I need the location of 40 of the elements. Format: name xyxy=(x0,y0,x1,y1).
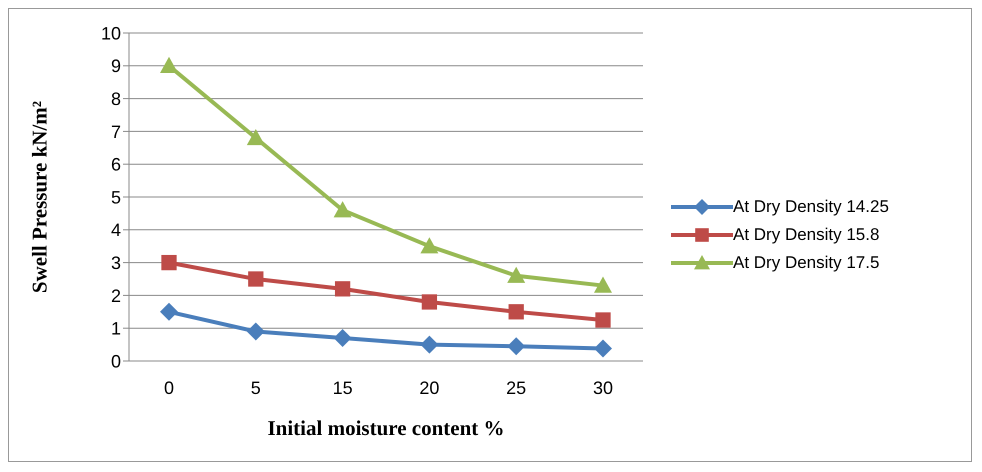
y-tick-label: 5 xyxy=(110,187,121,208)
x-tick-label: 25 xyxy=(506,378,526,398)
y-tick-label: 0 xyxy=(110,351,121,372)
y-tick-label: 1 xyxy=(110,318,121,339)
y-tick-label: 10 xyxy=(100,23,121,44)
point xyxy=(422,294,438,310)
legend-label: At Dry Density 17.5 xyxy=(733,253,880,273)
y-tick-label: 4 xyxy=(110,220,121,240)
y-tick-label: 2 xyxy=(110,286,121,306)
point xyxy=(594,276,612,293)
point xyxy=(420,237,438,254)
legend-label: At Dry Density 14.25 xyxy=(733,197,889,217)
point xyxy=(161,254,177,270)
y-tick-label: 7 xyxy=(110,122,121,142)
point xyxy=(507,266,526,283)
point xyxy=(508,304,524,320)
y-tick-label: 6 xyxy=(110,154,121,175)
x-tick-label: 5 xyxy=(250,378,261,398)
point xyxy=(160,56,178,73)
point xyxy=(595,312,611,328)
point xyxy=(334,329,352,348)
x-axis-title: Initial moisture content % xyxy=(267,416,505,440)
point xyxy=(334,281,350,296)
point xyxy=(420,336,438,354)
x-tick-label: 30 xyxy=(592,378,614,398)
y-tick-label: 8 xyxy=(110,88,121,109)
point xyxy=(507,337,526,356)
x-tick-label: 0 xyxy=(164,378,174,398)
legend-label: At Dry Density 15.8 xyxy=(733,225,880,245)
x-tick-label: 20 xyxy=(419,378,440,398)
x-tick-label: 15 xyxy=(332,378,353,398)
y-tick-label: 3 xyxy=(110,252,121,273)
point xyxy=(334,201,352,218)
point xyxy=(594,340,612,358)
point xyxy=(246,322,265,340)
point xyxy=(248,271,264,287)
y-axis-title: Swell Pressure kN/m² xyxy=(27,100,52,294)
point xyxy=(160,302,178,321)
y-tick-label: 9 xyxy=(110,56,121,76)
point xyxy=(246,128,265,146)
